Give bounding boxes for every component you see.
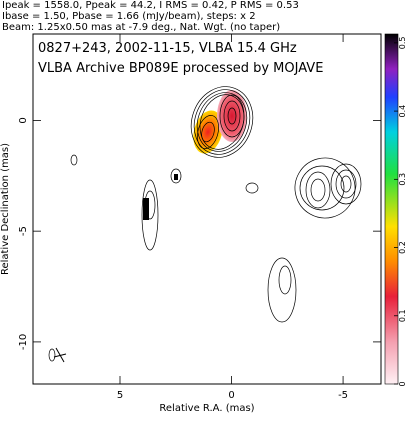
colorbar-tick-label: 0.2 (398, 241, 407, 254)
y-tick-label: -10 (18, 334, 29, 350)
header-line: Ibase = 1.50, Pbase = 1.66 (mJy/beam), s… (2, 11, 256, 22)
x-tick-label: -5 (338, 390, 348, 401)
x-tick-label: 5 (117, 390, 123, 401)
colorbar-tick-label: 0 (398, 381, 407, 386)
colorbar-tick-label: 0.4 (398, 105, 407, 118)
colorbar (384, 33, 399, 385)
colorbar-tick-label: 0.1 (398, 309, 407, 322)
header-line: Beam: 1.25x0.50 mas at -7.9 deg., Nat. W… (2, 22, 280, 33)
colorbar-tick-label: 0.3 (398, 173, 407, 186)
annotation: VLBA Archive BP089E processed by MOJAVE (38, 61, 323, 76)
plot-frame (32, 33, 382, 385)
header-line: Ipeak = 1558.0, Ppeak = 44.2, I RMS = 0.… (2, 0, 299, 11)
contours (48, 86, 362, 363)
y-tick-label: 0 (18, 117, 29, 123)
x-tick-label: 0 (228, 390, 234, 401)
y-axis-label: Relative Declination (mas) (0, 143, 11, 275)
annotation: 0827+243, 2002-11-15, VLBA 15.4 GHz (38, 41, 297, 56)
colorbar-tick-label: 0.5 (398, 37, 407, 50)
y-tick-label: -5 (18, 226, 29, 236)
x-axis-label: Relative R.A. (mas) (159, 403, 254, 414)
